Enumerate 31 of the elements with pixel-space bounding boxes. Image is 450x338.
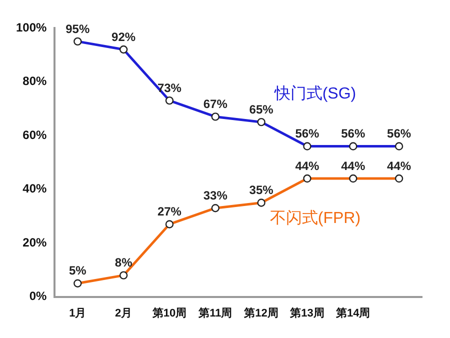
x-tick-label: 2月 [115, 307, 132, 320]
data-label: 73% [157, 80, 182, 95]
series-label: 快门式(SG) [273, 84, 356, 103]
x-tick-label: 第10周 [151, 306, 187, 320]
y-tick-label: 20% [22, 235, 48, 250]
y-tick-label: 0% [29, 289, 48, 304]
x-tick-label: 第11周 [198, 306, 232, 320]
data-label: 44% [341, 158, 366, 173]
data-label: 44% [295, 158, 320, 173]
data-label: 92% [112, 30, 136, 44]
x-tick-label: 第12周 [243, 306, 278, 320]
y-tick-label: 40% [22, 182, 48, 196]
y-tick-label: 100% [16, 20, 48, 34]
data-label: 35% [249, 183, 274, 198]
y-tick-label: 80% [22, 74, 48, 88]
x-tick-label: 1月 [69, 307, 86, 320]
data-label: 56% [295, 126, 320, 141]
x-tick-label: 第14周 [335, 306, 370, 320]
y-tick-label: 60% [22, 128, 48, 142]
data-label: 8% [114, 256, 133, 270]
data-label: 33% [203, 188, 228, 202]
data-label: 67% [203, 97, 228, 112]
data-label: 65% [249, 102, 274, 116]
series-label: 不闪式(FPR) [270, 208, 361, 227]
data-label: 5% [68, 264, 87, 278]
data-label: 56% [387, 126, 412, 141]
data-label: 44% [387, 158, 412, 173]
data-label: 95% [66, 22, 90, 36]
data-label: 56% [341, 126, 366, 141]
data-label: 27% [157, 204, 182, 219]
x-tick-label: 第13周 [289, 306, 324, 320]
